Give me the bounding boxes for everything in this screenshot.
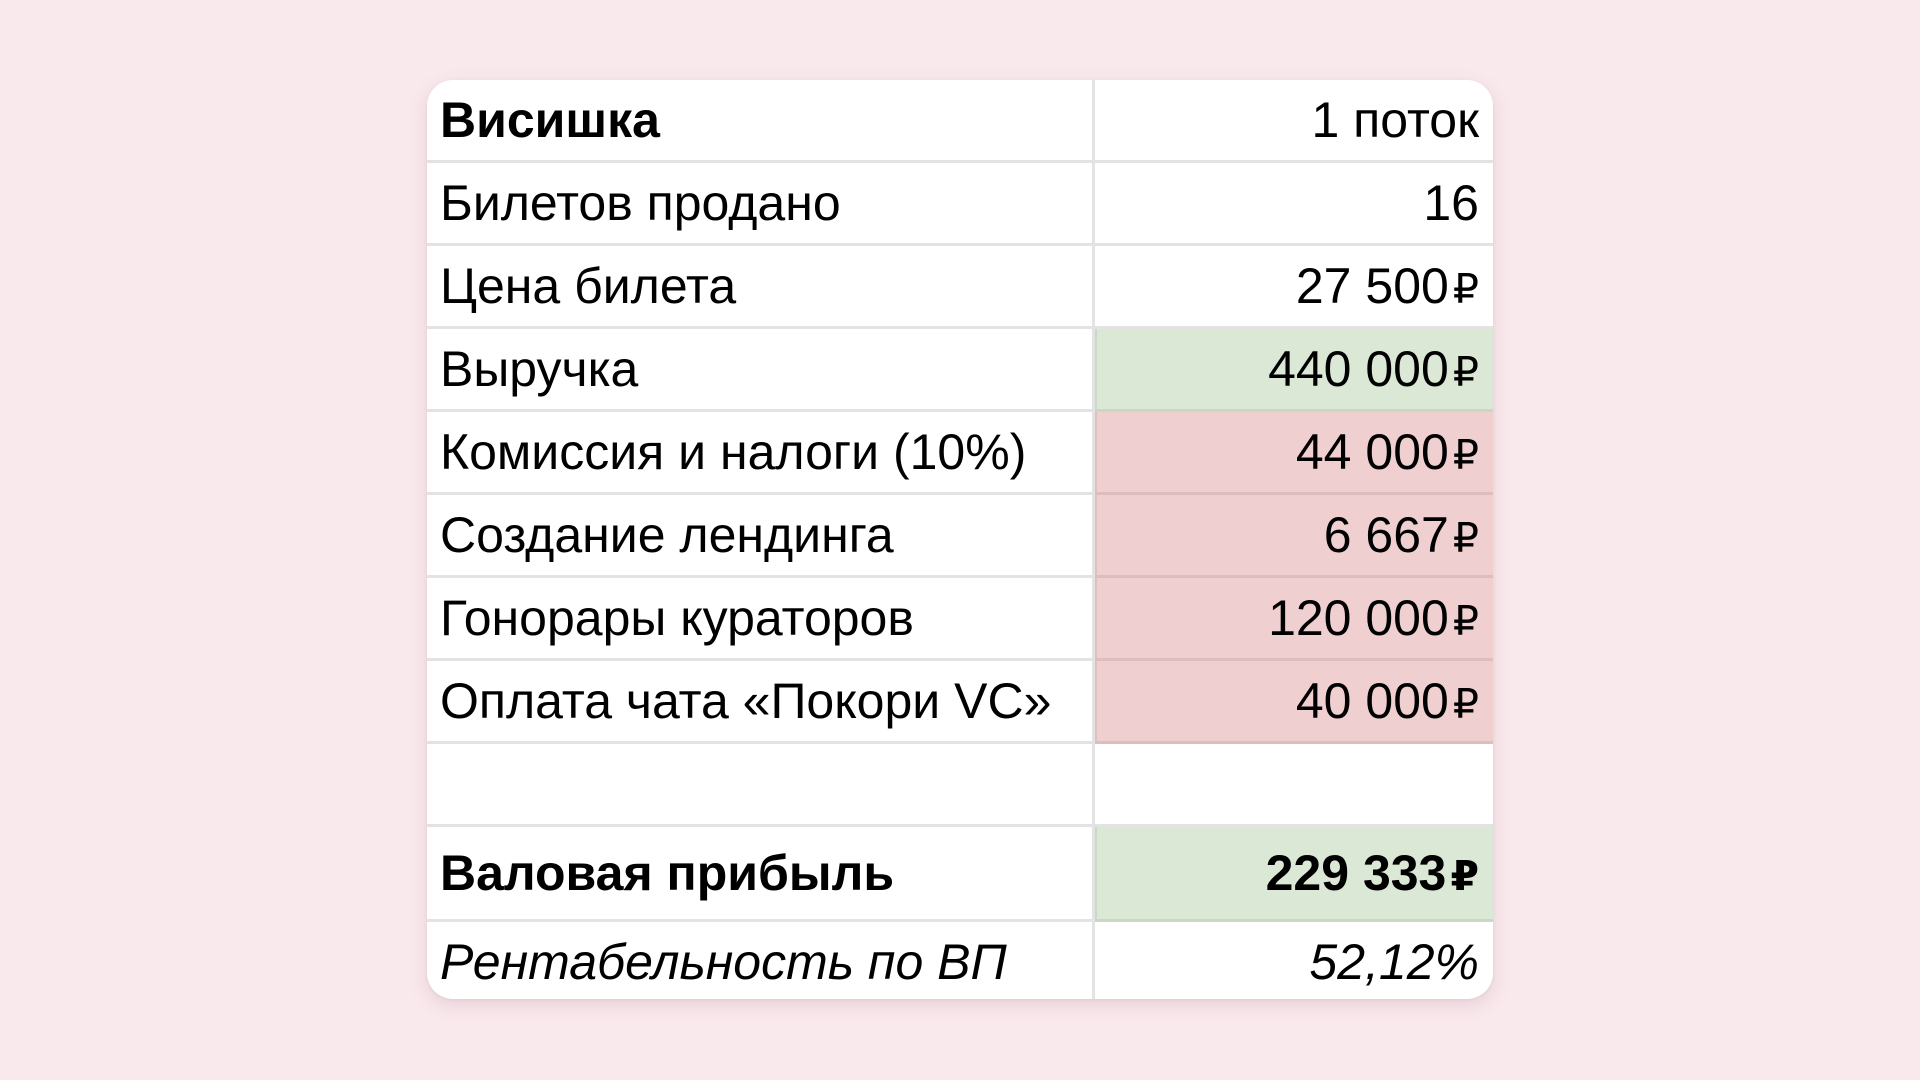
table-row: Выручка 440 000₽ (427, 327, 1493, 412)
tickets-sold-label[interactable]: Билетов продано (427, 161, 1095, 246)
value-text: 16 (1423, 175, 1479, 231)
ruble-sign-icon: ₽ (1452, 265, 1479, 313)
margin-value[interactable]: 52,12% (1309, 934, 1479, 990)
empty-label-cell[interactable] (427, 742, 1095, 827)
gross-profit-label[interactable]: Валовая прибыль (427, 825, 1095, 922)
spreadsheet-card: Висишка 1 поток Билетов продано 16 Цена … (427, 80, 1493, 999)
table-row: Гонорары кураторов 120 000₽ (427, 576, 1493, 661)
ruble-sign-icon: ₽ (1452, 348, 1479, 396)
value-text: 44 000 (1295, 424, 1449, 480)
revenue-value[interactable]: 440 000₽ (1093, 327, 1493, 412)
empty-row (427, 742, 1493, 827)
ticket-price-value[interactable]: 27 500₽ (1093, 244, 1493, 329)
ruble-sign-icon: ₽ (1452, 680, 1479, 728)
ruble-sign-icon: ₽ (1452, 597, 1479, 645)
margin-label[interactable]: Рентабельность по ВП (427, 920, 1095, 999)
ruble-sign-icon: ₽ (1452, 431, 1479, 479)
table-row: Создание лендинга 6 667₽ (427, 493, 1493, 578)
curator-fees-value[interactable]: 120 000₽ (1093, 576, 1493, 661)
commission-taxes-value[interactable]: 44 000₽ (1093, 410, 1493, 495)
gross-profit-value[interactable]: 229 333₽ (1093, 825, 1493, 922)
ruble-sign-icon: ₽ (1452, 514, 1479, 562)
table-row: Оплата чата «Покори VC» 40 000₽ (427, 659, 1493, 744)
ticket-price-label[interactable]: Цена билета (427, 244, 1095, 329)
revenue-label[interactable]: Выручка (427, 327, 1095, 412)
value-text: 6 667 (1323, 507, 1449, 563)
ruble-sign-icon: ₽ (1450, 852, 1479, 900)
empty-value-cell[interactable] (1093, 742, 1493, 827)
table-row: Цена билета 27 500₽ (427, 244, 1493, 329)
project-name-cell[interactable]: Висишка (427, 80, 1095, 163)
table-header-row: Висишка 1 поток (427, 80, 1493, 163)
landing-creation-value[interactable]: 6 667₽ (1093, 493, 1493, 578)
value-text: 229 333 (1265, 845, 1447, 901)
curator-fees-label[interactable]: Гонорары кураторов (427, 576, 1095, 661)
value-text: 440 000 (1268, 341, 1449, 397)
chat-payment-label[interactable]: Оплата чата «Покори VC» (427, 659, 1095, 744)
gross-profit-row: Валовая прибыль 229 333₽ (427, 825, 1493, 922)
unit-economics-table: Висишка 1 поток Билетов продано 16 Цена … (427, 80, 1493, 999)
value-text: 120 000 (1268, 590, 1449, 646)
commission-taxes-label[interactable]: Комиссия и налоги (10%) (427, 410, 1095, 495)
value-text: 40 000 (1295, 673, 1449, 729)
stream-cell[interactable]: 1 поток (1093, 80, 1493, 163)
table-row: Билетов продано 16 (427, 161, 1493, 246)
table-row: Комиссия и налоги (10%) 44 000₽ (427, 410, 1493, 495)
value-text: 27 500 (1295, 258, 1449, 314)
tickets-sold-value[interactable]: 16 (1093, 161, 1493, 246)
chat-payment-value[interactable]: 40 000₽ (1093, 659, 1493, 744)
margin-row: Рентабельность по ВП 52,12% (427, 920, 1493, 999)
landing-creation-label[interactable]: Создание лендинга (427, 493, 1095, 578)
